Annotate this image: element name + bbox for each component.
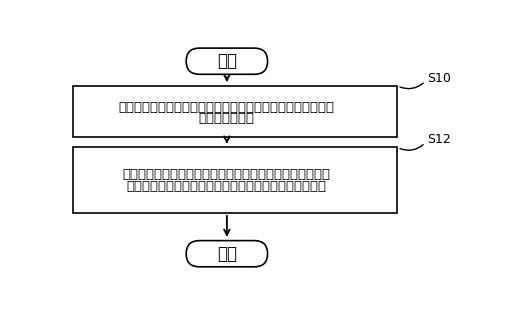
Text: 结束: 结束 <box>217 245 237 263</box>
Text: 在温度扩展模块上电时，自动识别连接在所述温度扩展模块上: 在温度扩展模块上电时，自动识别连接在所述温度扩展模块上 <box>119 100 335 113</box>
Text: 的热电偶的类型: 的热电偶的类型 <box>199 112 255 125</box>
Text: 开始: 开始 <box>217 52 237 70</box>
FancyBboxPatch shape <box>186 48 268 74</box>
FancyBboxPatch shape <box>186 241 268 267</box>
Bar <box>73 147 398 213</box>
Text: S12: S12 <box>427 133 450 146</box>
Text: S10: S10 <box>427 72 451 85</box>
Text: 根据所述识别的热电偶的类型，获得所述类型所对应的分度: 根据所述识别的热电偶的类型，获得所述类型所对应的分度 <box>123 168 331 181</box>
Text: 表，利用所述热电偶以及所述分度表对测量对象进行测温: 表，利用所述热电偶以及所述分度表对测量对象进行测温 <box>127 180 327 193</box>
Bar <box>73 86 398 137</box>
